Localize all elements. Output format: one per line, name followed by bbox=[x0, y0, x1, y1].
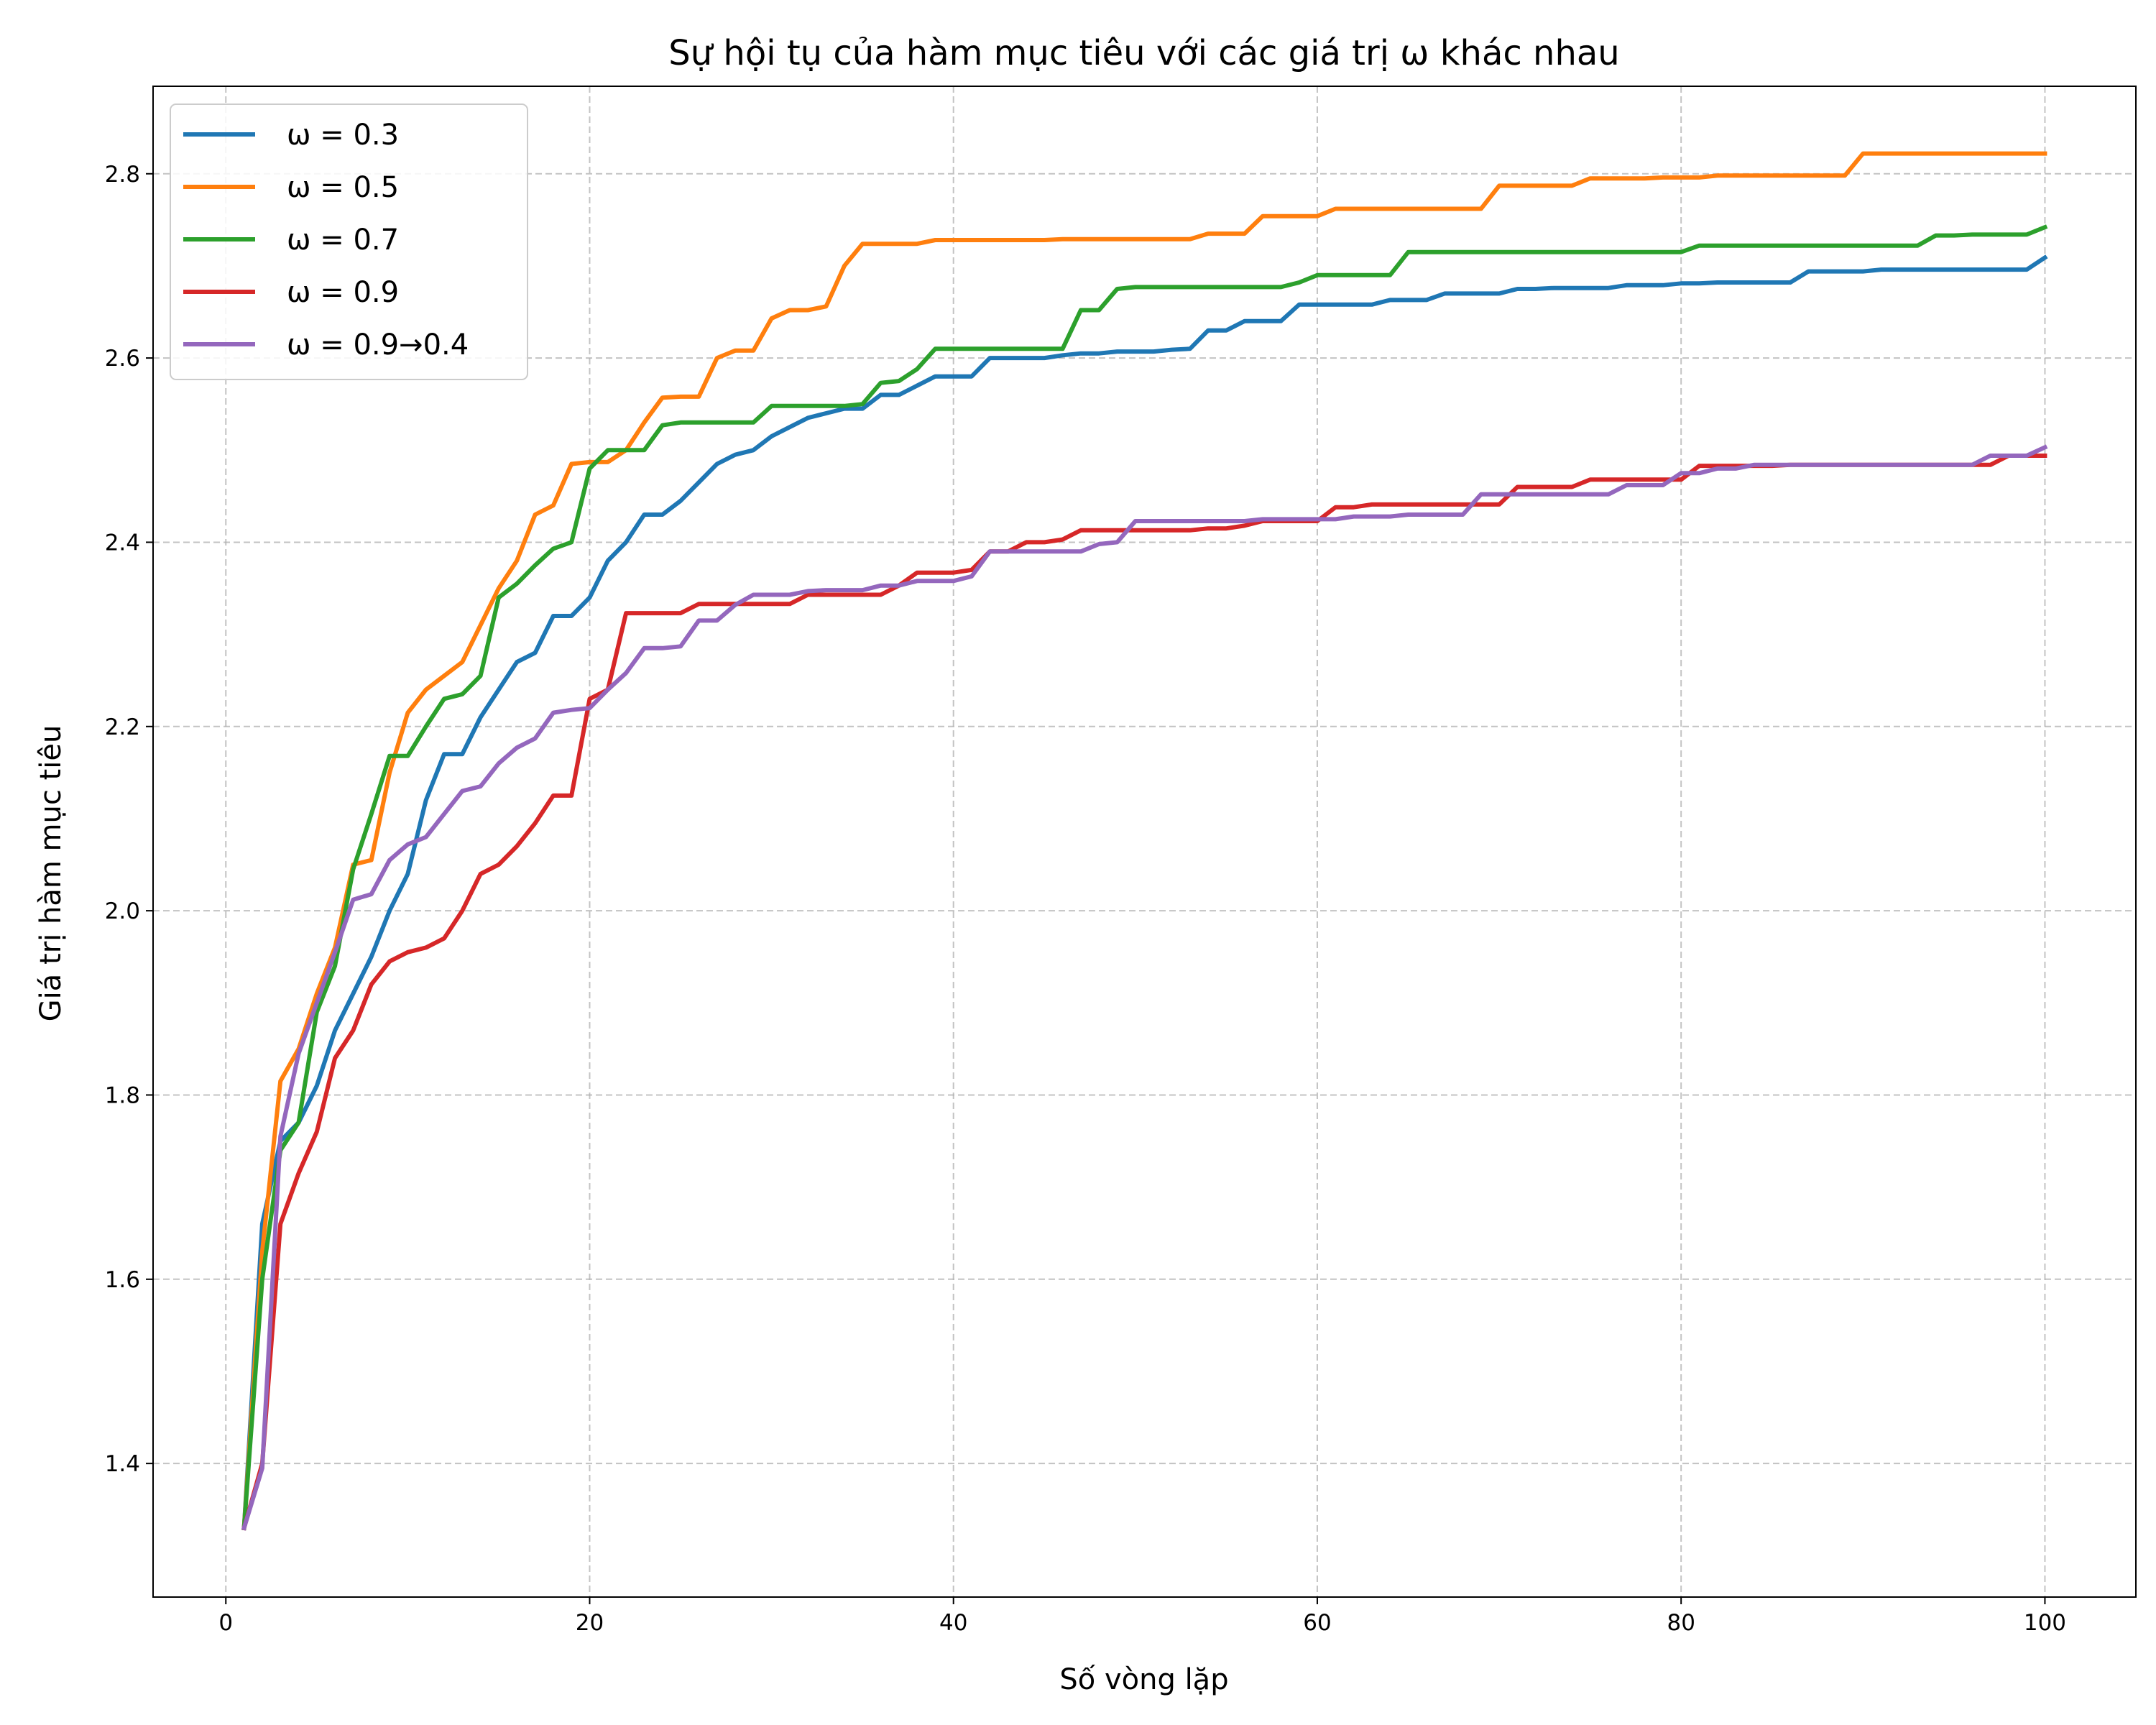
x-tick-label: 20 bbox=[576, 1610, 604, 1636]
y-tick-label: 1.8 bbox=[105, 1082, 140, 1108]
x-axis-title: Số vòng lặp bbox=[1059, 1663, 1228, 1696]
legend-label-1: ω = 0.3 bbox=[287, 119, 399, 152]
y-tick-label: 1.6 bbox=[105, 1267, 140, 1293]
axis-ticks: 0 20 40 60 80 100 1.4 1.6 1.8 2.0 2.2 2.4 2.6 2.8 bbox=[105, 162, 2066, 1636]
x-tick-label: 0 bbox=[218, 1610, 233, 1636]
legend-label-3: ω = 0.7 bbox=[287, 224, 399, 257]
plot-area-frame bbox=[152, 86, 2137, 1598]
x-tick-label: 60 bbox=[1303, 1610, 1331, 1636]
grid-lines bbox=[153, 86, 2136, 1597]
series-line-1 bbox=[241, 254, 2048, 1531]
y-tick-label: 2.0 bbox=[105, 898, 140, 924]
legend-label-2: ω = 0.5 bbox=[287, 171, 399, 204]
x-tick-label: 100 bbox=[2024, 1610, 2066, 1636]
y-tick-label: 2.4 bbox=[105, 530, 140, 556]
series-line-5 bbox=[241, 444, 2048, 1531]
y-tick-label: 2.2 bbox=[105, 714, 140, 740]
legend-label-5: ω = 0.9→0.4 bbox=[287, 328, 469, 362]
y-tick-label: 1.4 bbox=[105, 1451, 140, 1477]
legend-box bbox=[170, 104, 528, 380]
series-line-3 bbox=[241, 224, 2048, 1531]
x-tick-label: 40 bbox=[939, 1610, 967, 1636]
y-tick-label: 2.8 bbox=[105, 162, 140, 188]
chart-title: Sự hội tụ của hàm mục tiêu với các giá t… bbox=[668, 33, 1619, 73]
y-tick-label: 2.6 bbox=[105, 346, 140, 372]
legend: ω = 0.3 ω = 0.5 ω = 0.7 ω = 0.9 ω = 0.9→0.4 bbox=[170, 104, 528, 380]
series-lines bbox=[241, 151, 2048, 1531]
series-line-2 bbox=[241, 151, 2047, 1531]
y-axis-title: Giá trị hàm mục tiêu bbox=[34, 725, 68, 1022]
legend-label-4: ω = 0.9 bbox=[287, 276, 399, 309]
x-tick-label: 80 bbox=[1667, 1610, 1695, 1636]
